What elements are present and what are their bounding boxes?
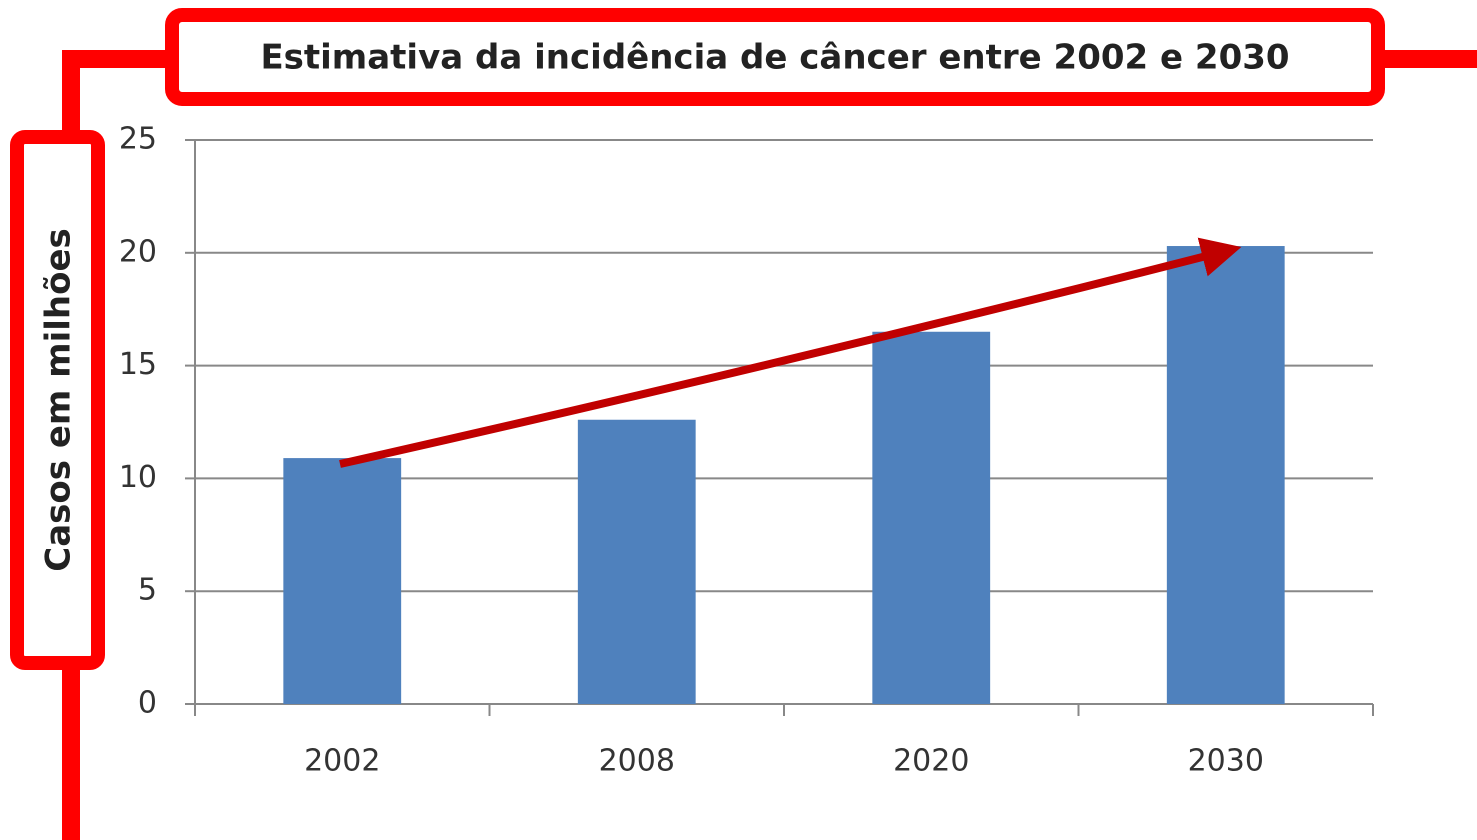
bar	[1166, 246, 1285, 705]
bar	[577, 419, 696, 704]
plot-area: 0 5 10 15 20 25 2002 2008 2020 2030	[119, 122, 1374, 779]
y-tick-label: 25	[119, 122, 157, 157]
y-tick-label: 0	[138, 686, 157, 721]
y-axis-label: Casos em milhões	[39, 228, 79, 572]
y-tick-label: 5	[138, 573, 157, 608]
y-tick-label: 10	[119, 460, 157, 495]
chart-title: Estimativa da incidência de câncer entre…	[260, 38, 1289, 78]
y-label-box	[10, 130, 105, 670]
x-tick-label: 2030	[1188, 744, 1264, 779]
y-tick-label: 15	[119, 347, 157, 382]
trend-arrow	[339, 237, 1242, 468]
title-box	[165, 8, 1385, 106]
x-tick-label: 2020	[893, 744, 969, 779]
bar	[283, 458, 402, 704]
y-tick-label: 20	[119, 234, 157, 269]
x-tick-label: 2002	[304, 744, 380, 779]
bar	[872, 331, 991, 704]
x-tick-label: 2008	[599, 744, 675, 779]
